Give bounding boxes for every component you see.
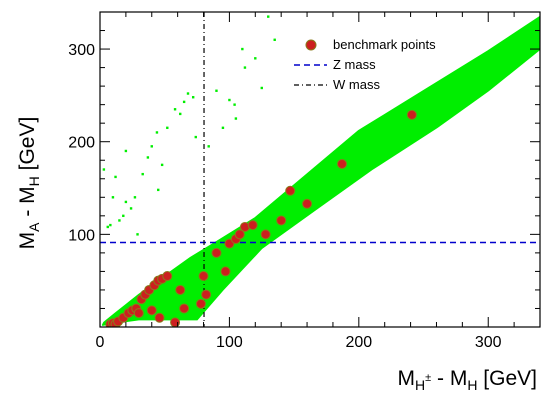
y-tick-label: 200 xyxy=(68,135,95,152)
sparse-point xyxy=(114,175,117,179)
benchmark-point xyxy=(211,247,222,258)
benchmark-point xyxy=(170,317,181,327)
benchmark-point xyxy=(302,198,313,209)
sparse-point xyxy=(186,92,190,95)
benchmark-point xyxy=(198,271,209,282)
x-axis-title: MH± - MH [GeV] xyxy=(398,367,537,393)
sparse-point xyxy=(106,225,109,229)
benchmark-point xyxy=(285,185,296,196)
sparse-point xyxy=(173,108,177,111)
sparse-point xyxy=(109,223,112,227)
benchmark-point xyxy=(234,229,245,240)
benchmark-point xyxy=(133,308,144,319)
sparse-point xyxy=(166,126,169,130)
benchmark-point xyxy=(146,305,157,316)
sparse-point xyxy=(122,214,125,218)
sparse-point xyxy=(124,200,128,204)
sparse-point xyxy=(124,149,128,153)
sparse-point xyxy=(267,15,270,18)
sparse-point xyxy=(191,96,195,99)
benchmark-point xyxy=(276,215,287,226)
legend-wmass-label: W mass xyxy=(333,77,380,92)
sparse-point xyxy=(160,163,164,167)
sparse-point xyxy=(194,135,197,139)
benchmark-point xyxy=(201,289,212,300)
benchmark-point xyxy=(337,158,347,169)
sparse-point xyxy=(243,66,247,69)
y-tick-label: 300 xyxy=(68,42,95,59)
legend-benchmark-marker xyxy=(305,39,317,51)
sparse-point xyxy=(228,98,231,102)
sparse-point xyxy=(118,219,121,222)
sparse-point xyxy=(129,207,133,210)
sparse-point xyxy=(146,156,150,159)
legend-benchmark-label: benchmark points xyxy=(333,37,436,52)
sparse-point xyxy=(179,112,182,116)
benchmark-point xyxy=(260,229,271,240)
axis-ticks: 0 100 200 300 100 200 300 xyxy=(68,11,541,351)
sparse-point xyxy=(273,38,276,41)
x-tick-label: 0 xyxy=(96,334,105,351)
sparse-point xyxy=(141,172,144,176)
sparse-point xyxy=(215,89,218,92)
sparse-point xyxy=(207,145,210,148)
benchmark-point xyxy=(247,220,258,231)
reference-lines xyxy=(100,12,540,327)
benchmark-point xyxy=(195,298,206,309)
benchmark-point xyxy=(175,284,186,295)
sparse-point xyxy=(260,86,263,90)
y-tick-label: 100 xyxy=(68,227,95,244)
sparse-point xyxy=(182,100,186,104)
benchmark-point xyxy=(179,303,190,314)
sparse-point xyxy=(136,233,139,236)
sparse-point xyxy=(254,57,257,60)
sparse-point xyxy=(133,196,137,199)
scatter-sparse-points xyxy=(102,15,276,236)
benchmark-points xyxy=(105,109,417,327)
sparse-point xyxy=(150,145,153,148)
sparse-point xyxy=(241,47,244,51)
sparse-point xyxy=(111,196,115,199)
sparse-point xyxy=(157,188,160,192)
sparse-point xyxy=(233,103,236,106)
benchmark-point xyxy=(220,266,231,277)
sparse-point xyxy=(221,126,225,130)
y-axis-title: MA - MH [GeV] xyxy=(16,117,42,250)
benchmark-point xyxy=(406,109,417,120)
x-tick-label: 100 xyxy=(216,334,243,351)
legend: benchmark points Z mass W mass xyxy=(294,37,436,92)
x-tick-label: 200 xyxy=(345,334,372,351)
sparse-point xyxy=(234,117,238,120)
benchmark-point xyxy=(162,271,173,282)
x-tick-label: 300 xyxy=(475,334,502,351)
sparse-point xyxy=(102,168,106,171)
legend-zmass-label: Z mass xyxy=(333,57,376,72)
benchmark-point xyxy=(154,312,165,323)
sparse-point xyxy=(155,131,159,134)
plot-frame xyxy=(99,11,541,328)
